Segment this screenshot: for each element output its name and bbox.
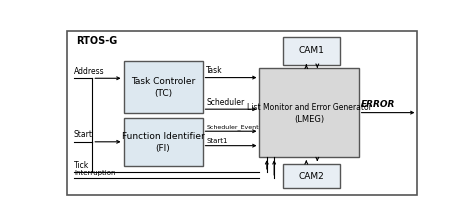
Text: Scheduler_Event: Scheduler_Event [206, 124, 259, 130]
Text: (FI): (FI) [155, 144, 170, 153]
Text: Task Controler: Task Controler [131, 77, 195, 86]
Text: List Monitor and Error Generator: List Monitor and Error Generator [246, 103, 372, 112]
Text: Address: Address [74, 67, 105, 76]
Text: (TC): (TC) [154, 89, 172, 98]
Bar [124, 61, 202, 113]
Text: Start: Start [74, 130, 93, 139]
Text: (LMEG): (LMEG) [294, 115, 324, 124]
Text: Start1: Start1 [206, 138, 228, 144]
Bar [124, 118, 202, 166]
Bar [259, 68, 359, 157]
Text: Interruption: Interruption [74, 171, 116, 176]
Text: ERROR: ERROR [360, 100, 395, 109]
Text: Task: Task [206, 66, 223, 75]
Bar [283, 164, 340, 188]
Text: RTOS-G: RTOS-G [76, 36, 117, 46]
Text: Scheduler: Scheduler [206, 99, 245, 107]
Bar [283, 37, 340, 64]
Text: CAM1: CAM1 [299, 46, 325, 55]
Text: Function Identifier: Function Identifier [122, 132, 204, 141]
Text: Tick: Tick [74, 161, 89, 170]
Text: CAM2: CAM2 [299, 172, 325, 181]
